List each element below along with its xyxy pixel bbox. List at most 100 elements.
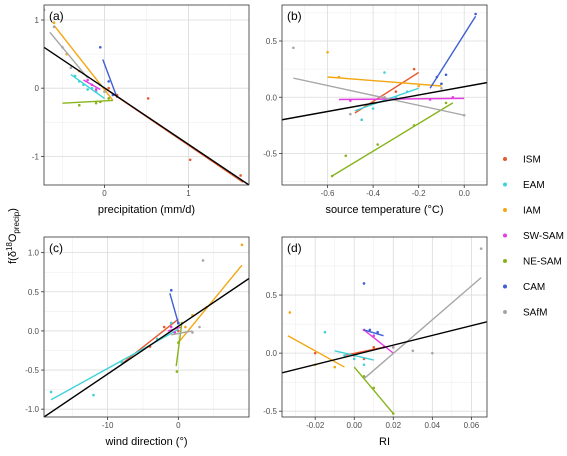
- data-point-iam: [333, 365, 337, 369]
- fit-line-safm: [363, 277, 482, 380]
- legend-marker: [503, 157, 507, 161]
- plot-data: [44, 243, 249, 417]
- overall-fit-line: [44, 46, 249, 185]
- x-tick-label: 0.00: [346, 421, 362, 430]
- data-point-safm: [349, 112, 352, 116]
- data-point-safm: [52, 25, 56, 29]
- data-point-safm: [191, 331, 194, 334]
- legend-label: SW-SAM: [523, 231, 564, 242]
- data-point-eam: [360, 118, 364, 122]
- data-point-cam: [368, 328, 372, 332]
- x-tick-label: 0.04: [425, 421, 441, 430]
- legend-marker: [503, 310, 507, 314]
- overall-fit-line: [282, 81, 487, 121]
- data-point-ism: [239, 174, 242, 177]
- x-axis-label: source temperature (°C): [325, 204, 443, 216]
- x-tick-label: 0: [102, 189, 107, 198]
- data-point-ne-sam: [107, 97, 110, 100]
- x-tick-label: -10: [102, 421, 114, 430]
- fit-line-sw-sam: [83, 79, 101, 91]
- legend-item-ism: ISM: [503, 155, 541, 166]
- data-point-ism: [412, 67, 416, 71]
- legend-item-eam: EAM: [503, 180, 545, 191]
- legend: ISM EAM IAM SW-SAM NE-SAM CAM SAfM: [503, 155, 564, 319]
- data-point-ism: [146, 97, 150, 100]
- data-point-ne-sam: [94, 101, 98, 105]
- data-point-ne-sam: [344, 154, 348, 158]
- data-point-cam: [474, 12, 477, 16]
- y-tick-label: 0.0: [266, 93, 278, 102]
- data-point-ism: [107, 86, 110, 90]
- data-point-safm: [431, 351, 434, 355]
- data-point-cam: [98, 45, 102, 49]
- legend-item-ne-sam: NE-SAM: [503, 257, 562, 268]
- plot-data: [282, 247, 487, 415]
- panel-1: 0 1 -1 0 1 (a) precipitation (mm/d): [32, 4, 250, 216]
- overall-fit-line: [282, 321, 487, 374]
- y-tick-label: 0: [35, 84, 40, 93]
- data-point-eam: [371, 107, 375, 110]
- data-point-ne-sam: [77, 103, 81, 107]
- x-axis-label: RI: [379, 436, 390, 448]
- data-point-cam: [169, 288, 173, 292]
- legend-label: NE-SAM: [523, 257, 562, 268]
- data-point-eam: [343, 354, 346, 357]
- y-tick-label: -0.5: [263, 407, 277, 416]
- fit-line-safm: [293, 77, 465, 116]
- fit-line-ne-sam: [62, 99, 113, 104]
- data-point-safm: [440, 86, 443, 90]
- data-point-sw-sam: [173, 331, 177, 334]
- data-point-ism: [162, 325, 166, 329]
- y-tick-label: -1: [32, 152, 40, 161]
- plot-data: [282, 12, 487, 178]
- data-point-sw-sam: [169, 325, 173, 329]
- data-point-sw-sam: [86, 78, 89, 82]
- fit-line-eam: [70, 73, 105, 99]
- fit-line-sw-sam: [363, 329, 394, 354]
- data-point-eam: [49, 390, 53, 394]
- panel-2: -0.6 -0.4 -0.2 0.0 -0.5 0.0 0.5 (b) source tempe…: [263, 4, 488, 216]
- legend-item-sw-sam: SW-SAM: [503, 231, 564, 242]
- panel-label: (b): [287, 9, 302, 23]
- x-tick-label: 0.06: [464, 421, 480, 430]
- data-point-ism: [313, 351, 317, 355]
- data-point-iam: [184, 325, 187, 329]
- fit-line-safm: [49, 31, 89, 79]
- x-tick-label: 0.02: [385, 421, 401, 430]
- y-tick-label: -0.5: [263, 150, 277, 159]
- fit-line-ne-sam: [175, 322, 183, 367]
- data-point-iam: [417, 84, 420, 88]
- panel-label: (c): [49, 241, 63, 255]
- plot-background: [44, 237, 249, 417]
- legend-marker: [503, 284, 507, 289]
- legend-marker: [503, 233, 507, 238]
- legend-item-iam: IAM: [503, 206, 541, 217]
- legend-marker: [503, 208, 507, 212]
- panel-4: -0.02 0.00 0.02 0.04 0.06 -0.5 0.0 0.5 (d) RI: [263, 236, 488, 448]
- fit-line-ism: [121, 318, 179, 365]
- fit-line-ne-sam: [353, 366, 394, 414]
- gridlines: [44, 237, 250, 417]
- x-axis-label: precipitation (mm/d): [98, 204, 195, 216]
- data-point-cam: [107, 80, 110, 83]
- data-point-eam: [362, 363, 366, 367]
- legend-item-cam: CAM: [503, 282, 545, 293]
- x-tick-label: -0.02: [306, 421, 325, 430]
- data-point-safm: [479, 247, 483, 250]
- data-point-eam: [352, 357, 356, 361]
- fit-line-safm: [171, 330, 193, 336]
- fit-line-ism: [354, 71, 420, 114]
- y-axis-label: f(δ18Oprecip): [5, 208, 21, 264]
- data-point-cam: [376, 330, 379, 334]
- data-point-safm: [391, 346, 395, 349]
- data-point-ism: [188, 158, 192, 162]
- fit-line-iam: [53, 25, 114, 101]
- y-tick-label: 0.5: [28, 288, 40, 297]
- panel-border: [43, 236, 250, 418]
- data-point-iam: [288, 311, 292, 314]
- panel-label: (d): [287, 241, 302, 255]
- panel-3: -10 0 -1.0 -0.5 0.0 0.5 1.0 (c) wind direction (…: [25, 236, 250, 448]
- data-point-ne-sam: [175, 370, 179, 373]
- data-point-safm: [411, 349, 415, 353]
